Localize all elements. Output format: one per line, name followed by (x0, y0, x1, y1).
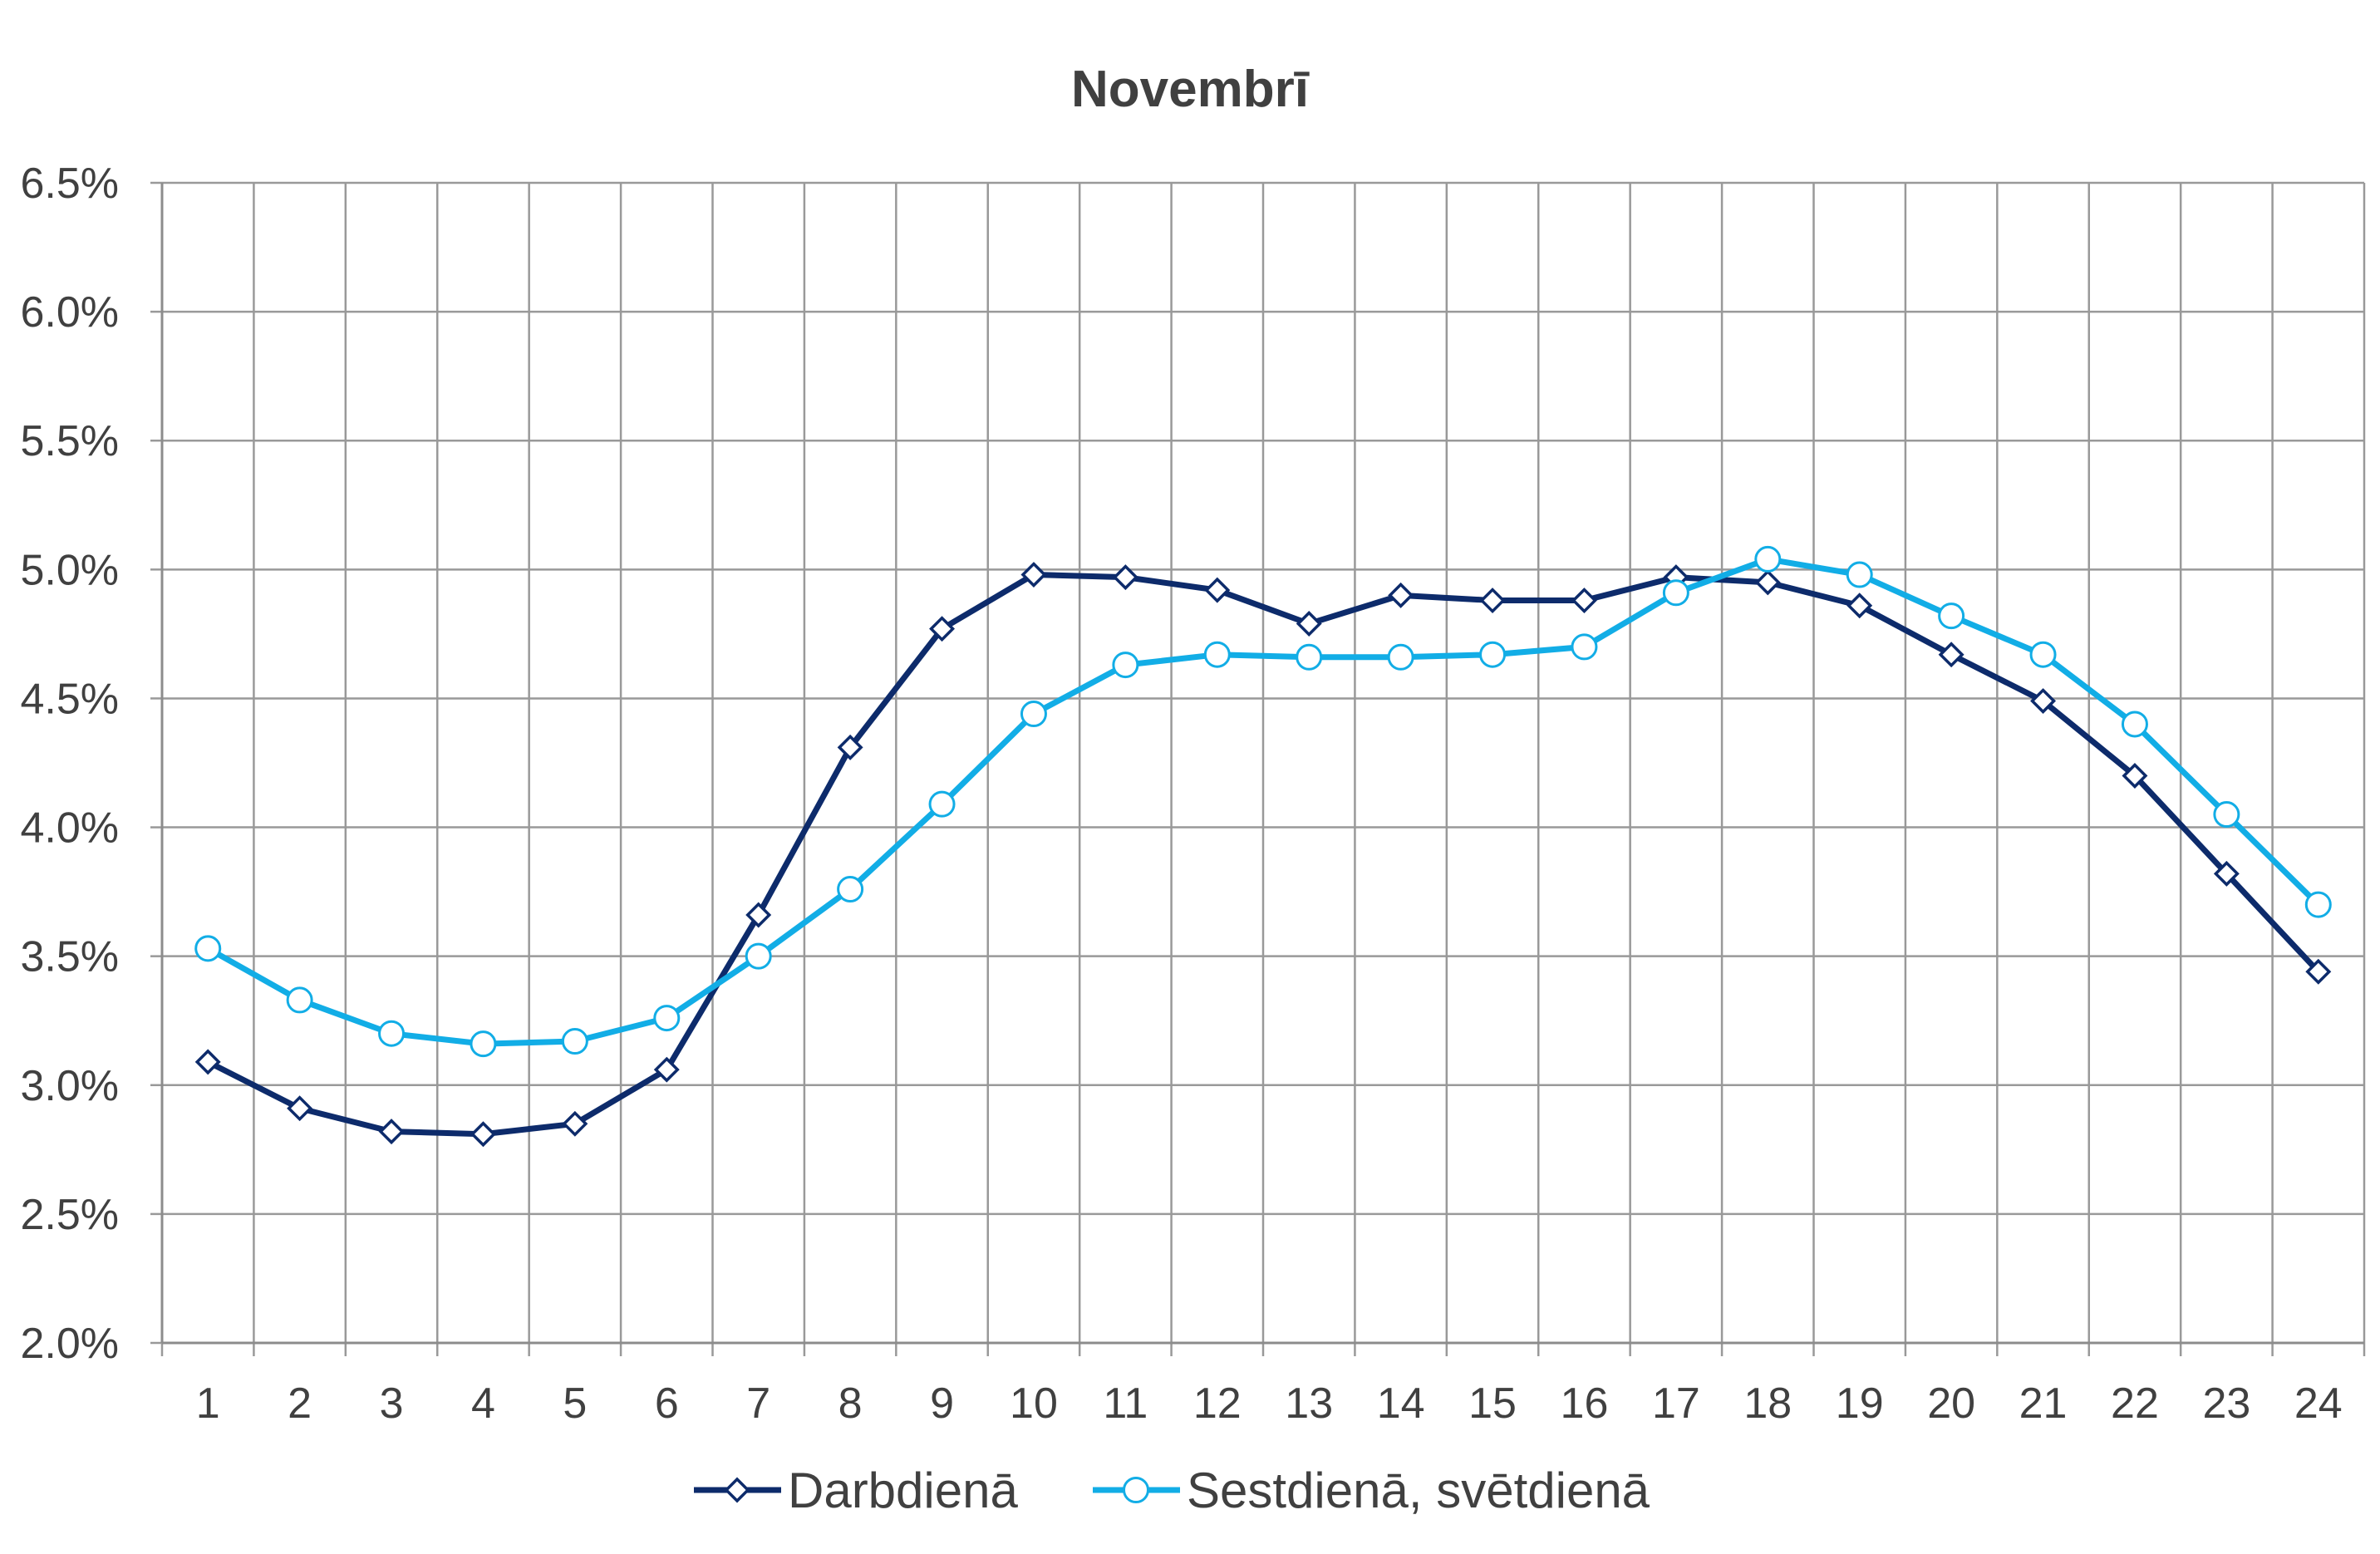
data-point (1571, 633, 1598, 661)
x-tick-label: 5 (563, 1379, 587, 1428)
x-tick-label: 16 (1561, 1379, 1609, 1428)
series (194, 545, 2332, 1148)
x-tick-label: 19 (1836, 1379, 1884, 1428)
data-point (1662, 579, 1689, 607)
x-tick-label: 21 (2019, 1379, 2068, 1428)
x-tick-label: 15 (1468, 1379, 1517, 1428)
x-tick-label: 11 (1103, 1379, 1148, 1428)
data-point (378, 1119, 405, 1145)
x-tick-label: 3 (380, 1379, 404, 1428)
data-point (470, 1121, 496, 1148)
data-point (1479, 641, 1507, 668)
x-tick-label: 20 (1927, 1379, 1975, 1428)
data-point (745, 902, 772, 928)
x-tick-label: 12 (1193, 1379, 1242, 1428)
data-point (1112, 652, 1139, 679)
series-line-darbdiena (206, 572, 2321, 1138)
legend: Darbdienā Sestdienā, svētdienā (694, 1463, 1650, 1518)
data-point (1754, 545, 1782, 573)
data-point (1204, 577, 1231, 603)
legend-item-brivdiena: Sestdienā, svētdienā (1093, 1463, 1650, 1518)
data-point (194, 1049, 221, 1075)
data-point (1112, 564, 1138, 591)
legend-label: Darbdienā (788, 1463, 1018, 1518)
data-point (2305, 958, 2332, 985)
chart-title: Novembrī (1071, 61, 1310, 118)
series-line-brivdiena (206, 556, 2321, 1047)
data-point (470, 1030, 497, 1058)
data-point (2122, 763, 2148, 789)
data-point (653, 1056, 680, 1083)
data-point (1020, 562, 1047, 588)
x-tick-label: 2 (288, 1379, 312, 1428)
data-point (1846, 561, 1873, 588)
data-point (1754, 569, 1781, 596)
y-tick-label: 6.5% (20, 160, 119, 208)
data-point (2030, 688, 2057, 715)
data-point (562, 1110, 588, 1137)
data-point (561, 1028, 588, 1055)
x-tick-label: 9 (930, 1379, 954, 1428)
data-point (1479, 588, 1506, 614)
data-point (1571, 588, 1597, 614)
y-tick-label: 2.5% (20, 1191, 119, 1239)
y-tick-label: 5.0% (20, 546, 119, 594)
data-point (1388, 582, 1414, 608)
x-tick-label: 6 (655, 1379, 679, 1428)
x-tick-label: 7 (746, 1379, 770, 1428)
data-point (194, 935, 222, 962)
data-point (2029, 641, 2057, 668)
data-point (2213, 801, 2240, 829)
data-point (745, 942, 772, 970)
data-point (928, 790, 956, 818)
axes: 2.0% 2.5% 3.0% 3.5% 4.0% 4.5% 5.0% 5.5% 6.0% 6.5%… (20, 160, 2364, 1428)
legend-label: Sestdienā, svētdienā (1187, 1463, 1650, 1518)
x-tick-label: 23 (2202, 1379, 2250, 1428)
x-tick-label: 1 (196, 1379, 220, 1428)
data-point (1846, 593, 1873, 619)
x-tick-label: 10 (1010, 1379, 1058, 1428)
x-tick-label: 8 (838, 1379, 863, 1428)
x-tick-label: 22 (2111, 1379, 2159, 1428)
x-tick-label: 24 (2294, 1379, 2343, 1428)
y-tick-label: 5.5% (20, 417, 119, 465)
x-tick-label: 18 (1743, 1379, 1792, 1428)
data-point (1938, 602, 1965, 630)
legend-marker (724, 1477, 750, 1503)
data-point (287, 1095, 313, 1122)
data-point (1020, 701, 1047, 728)
y-tick-label: 6.0% (20, 288, 119, 337)
legend-item-darbdiena: Darbdienā (694, 1463, 1018, 1518)
grid (160, 181, 2366, 1356)
data-point (378, 1020, 406, 1047)
data-point (653, 1005, 681, 1032)
data-point (2121, 711, 2148, 738)
data-point (2213, 860, 2240, 887)
data-point (1203, 641, 1231, 668)
y-tick-label: 3.0% (20, 1062, 119, 1110)
x-tick-label: 17 (1652, 1379, 1700, 1428)
y-tick-label: 3.5% (20, 933, 119, 981)
data-point (1387, 643, 1414, 671)
data-point (1938, 642, 1964, 668)
data-point (1296, 611, 1322, 637)
y-tick-label: 4.0% (20, 804, 119, 853)
data-point (2304, 891, 2332, 918)
x-tick-label: 13 (1285, 1379, 1333, 1428)
data-point (837, 734, 863, 760)
y-tick-label: 2.0% (20, 1320, 119, 1368)
data-point (286, 986, 313, 1014)
x-tick-label: 14 (1377, 1379, 1425, 1428)
data-point (837, 876, 864, 903)
data-point (1296, 643, 1323, 671)
legend-marker (1123, 1477, 1149, 1503)
y-tick-label: 4.5% (20, 675, 119, 723)
data-point (929, 616, 956, 642)
x-tick-label: 4 (471, 1379, 495, 1428)
